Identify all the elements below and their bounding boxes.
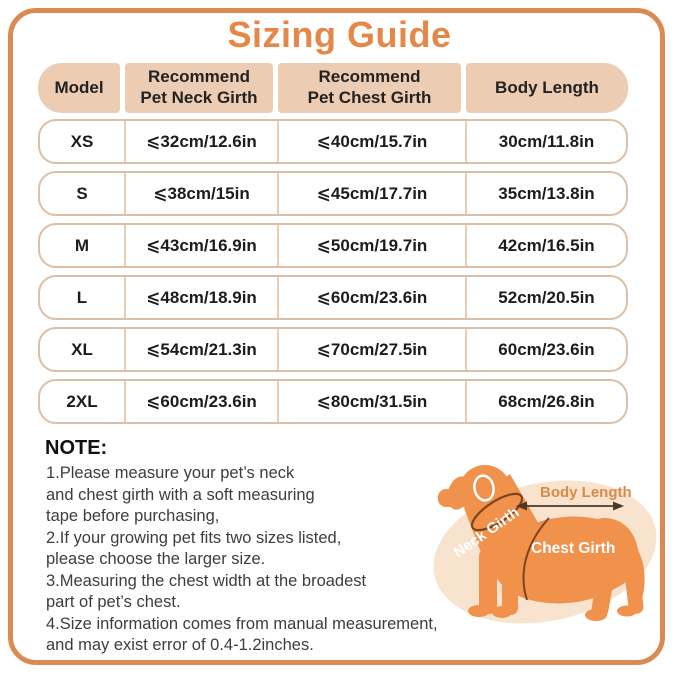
header-body-length: Body Length — [466, 63, 628, 113]
header-neck-girth: Recommend Pet Neck Girth — [125, 63, 273, 113]
note-line: 3.Measuring the chest width at the broad… — [46, 571, 367, 590]
cell-body-length: 30cm/11.8in — [465, 121, 626, 162]
cell-body-length: 35cm/13.8in — [465, 173, 626, 214]
note-line: part of pet’s chest. — [46, 593, 181, 611]
table-row: M ⩽43cm/16.9in ⩽50cm/19.7in 42cm/16.5in — [38, 223, 628, 268]
table-row: L ⩽48cm/18.9in ⩽60cm/23.6in 52cm/20.5in — [38, 275, 628, 320]
cell-model: 2XL — [66, 391, 98, 411]
cell-model: S — [76, 183, 88, 203]
dog-hind-leg — [591, 572, 614, 618]
dog-front-paw — [492, 606, 512, 618]
cell-chest-girth: ⩽80cm/31.5in — [277, 381, 465, 422]
cell-neck-girth: ⩽43cm/16.9in — [124, 225, 277, 266]
dog-front-leg — [479, 548, 497, 614]
chest-girth-line — [522, 517, 550, 601]
neck-girth-line — [470, 492, 524, 532]
cell-chest-girth: ⩽60cm/23.6in — [277, 277, 465, 318]
page-title: Sizing Guide — [227, 14, 452, 55]
note-text: 1.Please measure your pet’s neck and che… — [46, 463, 466, 657]
cell-neck-girth: ⩽60cm/23.6in — [124, 381, 277, 422]
cell-chest-girth: ⩽45cm/17.7in — [277, 173, 465, 214]
cell-chest-girth: ⩽70cm/27.5in — [277, 329, 465, 370]
size-table: Model Recommend Pet Neck Girth Recommend… — [38, 63, 628, 431]
header-chest-girth: Recommend Pet Chest Girth — [278, 63, 461, 113]
cell-body-length: 52cm/20.5in — [465, 277, 626, 318]
dog-tail — [616, 534, 645, 611]
cell-model: L — [76, 287, 88, 307]
note-line: 4.Size information comes from manual mea… — [46, 614, 438, 633]
cell-model: XS — [70, 131, 94, 151]
dog-measurement-diagram: Body Length Neck Girth Chest Girth — [433, 465, 657, 624]
cell-body-length: 42cm/16.5in — [465, 225, 626, 266]
dog-hind-paw — [585, 609, 607, 621]
body-length-arrow — [516, 501, 624, 511]
note-line: please choose the larger size. — [46, 550, 266, 568]
table-row: 2XL ⩽60cm/23.6in ⩽80cm/31.5in 68cm/26.8i… — [38, 379, 628, 424]
note-line: and chest girth with a soft measuring — [46, 485, 315, 504]
table-header-row: Model Recommend Pet Neck Girth Recommend… — [38, 63, 628, 113]
note-line: tape before purchasing, — [46, 507, 220, 525]
head-patch-outline — [473, 474, 495, 502]
cell-body-length: 60cm/23.6in — [465, 329, 626, 370]
table-row: S ⩽38cm/15in ⩽45cm/17.7in 35cm/13.8in — [38, 171, 628, 216]
table-row: XS ⩽32cm/12.6in ⩽40cm/15.7in 30cm/11.8in — [38, 119, 628, 164]
note-heading: NOTE: — [45, 437, 108, 459]
cell-neck-girth: ⩽54cm/21.3in — [124, 329, 277, 370]
note-line: 1.Please measure your pet’s neck — [46, 464, 295, 482]
cell-model: XL — [71, 339, 93, 359]
cell-model: M — [74, 235, 90, 255]
header-model: Model — [38, 63, 120, 113]
body-length-label: Body Length — [540, 484, 632, 501]
note-line: and may exist error of 0.4-1.2inches. — [46, 636, 314, 654]
cell-body-length: 68cm/26.8in — [465, 381, 626, 422]
cell-neck-girth: ⩽32cm/12.6in — [124, 121, 277, 162]
table-row: XL ⩽54cm/21.3in ⩽70cm/27.5in 60cm/23.6in — [38, 327, 628, 372]
cell-neck-girth: ⩽48cm/18.9in — [124, 277, 277, 318]
dog-hind-thigh — [572, 518, 638, 590]
cell-chest-girth: ⩽50cm/19.7in — [277, 225, 465, 266]
cell-chest-girth: ⩽40cm/15.7in — [277, 121, 465, 162]
dog-front-paw — [468, 605, 490, 617]
chest-girth-label: Chest Girth — [531, 540, 615, 557]
note-line: 2.If your growing pet fits two sizes lis… — [46, 528, 342, 547]
dog-front-leg — [502, 554, 518, 615]
cell-neck-girth: ⩽38cm/15in — [124, 173, 277, 214]
dog-hind-paw — [617, 605, 637, 617]
